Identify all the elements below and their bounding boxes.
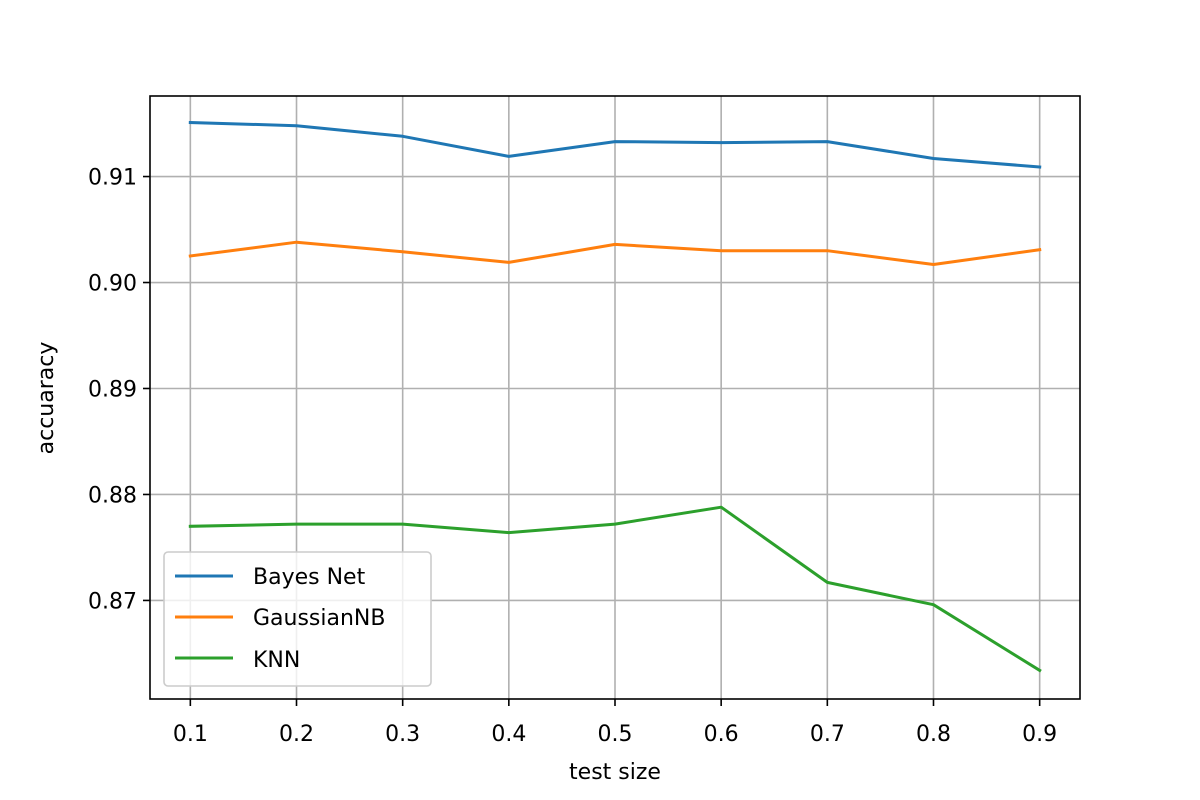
x-tick-label: 0.4 <box>491 722 526 747</box>
series-line-gaussiannb <box>188 240 1042 266</box>
series-line-bayes-net <box>188 120 1042 169</box>
x-tick-label: 0.8 <box>916 722 951 747</box>
x-tick-label: 0.9 <box>1022 722 1057 747</box>
legend-box <box>163 551 432 687</box>
y-tick-label: 0.88 <box>88 483 137 508</box>
legend-label-knn: KNN <box>253 648 300 673</box>
legend: Bayes Net GaussianNB KNN <box>163 551 432 687</box>
x-tick-label: 0.7 <box>810 722 845 747</box>
series-line-knn <box>188 505 1042 673</box>
y-axis-label: accuaracy <box>34 342 59 455</box>
series-lines <box>188 120 1042 673</box>
x-tick-label: 0.3 <box>385 722 420 747</box>
grid <box>150 96 1080 699</box>
x-tick-label: 0.1 <box>173 722 208 747</box>
x-tick-label: 0.6 <box>704 722 739 747</box>
y-tick-label: 0.91 <box>88 166 137 191</box>
legend-label-bayes-net: Bayes Net <box>253 565 366 590</box>
x-tick-label: 0.2 <box>279 722 314 747</box>
axis-ticks: 0.1 0.2 0.3 0.4 0.5 0.6 0.7 0.8 0.9 0.87 0.88 0.89 0… <box>88 166 1057 747</box>
y-tick-label: 0.87 <box>88 589 137 614</box>
x-tick-label: 0.5 <box>598 722 633 747</box>
x-axis-label: test size <box>569 760 661 785</box>
y-tick-label: 0.89 <box>88 377 137 402</box>
legend-label-gaussiannb: GaussianNB <box>253 606 385 631</box>
y-tick-label: 0.90 <box>88 272 137 297</box>
